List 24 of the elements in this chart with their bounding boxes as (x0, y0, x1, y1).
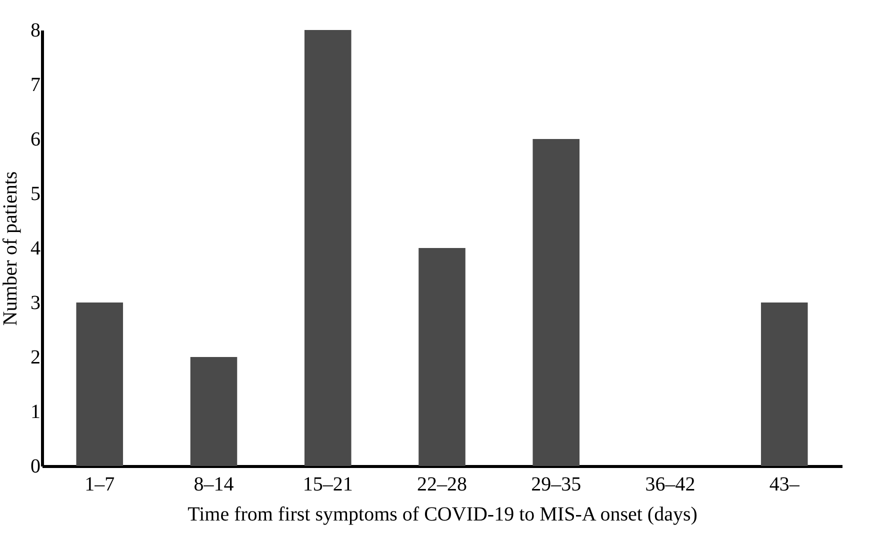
y-tick-label: 6 (30, 128, 40, 150)
x-tick-label: 36–42 (645, 474, 696, 496)
x-tick-label: 15–21 (302, 474, 353, 496)
bar (532, 139, 580, 466)
x-tick-label: 1–7 (84, 474, 115, 496)
x-tick-label: 8–14 (194, 474, 234, 496)
y-axis-title: Number of patients (0, 171, 22, 326)
y-tick-label: 7 (30, 74, 40, 96)
bar (760, 302, 808, 466)
x-tick-label: 29–35 (531, 474, 582, 496)
y-tick-label: 4 (30, 238, 40, 260)
y-tick-label: 8 (30, 20, 40, 42)
x-axis-title: Time from first symptoms of COVID-19 to MIS-A onset (days) (188, 504, 698, 526)
y-tick-label: 3 (30, 292, 40, 314)
y-tick-label: 0 (30, 456, 40, 478)
bar (76, 302, 124, 466)
bar (304, 30, 352, 466)
y-tick-label: 2 (30, 346, 40, 368)
y-tick-label: 5 (30, 183, 40, 205)
y-tick-label: 1 (30, 401, 40, 423)
x-tick-label: 22–28 (417, 474, 467, 496)
bar (418, 248, 466, 466)
x-tick-label: 43– (769, 474, 800, 496)
bar (190, 357, 238, 466)
